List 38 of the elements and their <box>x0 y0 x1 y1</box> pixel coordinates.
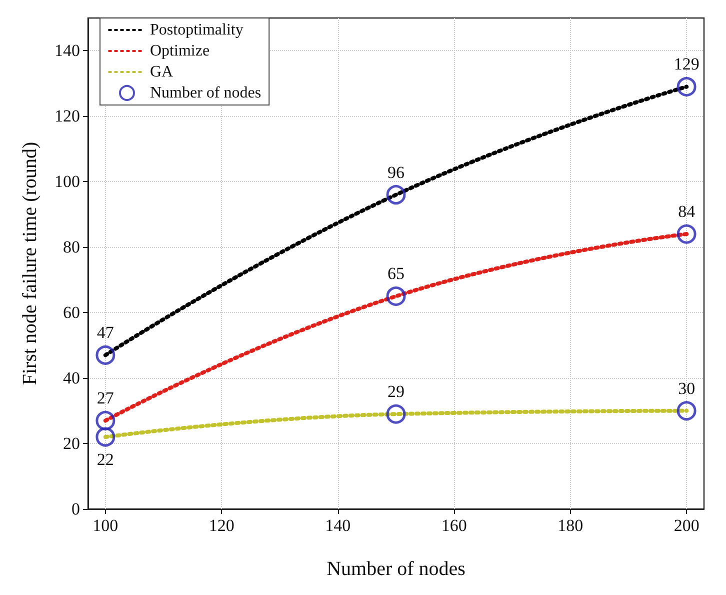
data-label: 84 <box>678 202 696 222</box>
data-label: 29 <box>388 382 404 402</box>
data-label: 30 <box>678 378 696 398</box>
data-label: 129 <box>674 54 700 74</box>
point <box>386 404 406 424</box>
y-tick-label: 120 <box>54 106 80 126</box>
data-label: 65 <box>388 264 404 284</box>
y-tick-label: 100 <box>54 172 80 192</box>
y-tick-label: 0 <box>72 500 80 518</box>
data-label: 96 <box>388 162 404 182</box>
x-tick-label: 120 <box>208 516 234 535</box>
y-tick-label: 20 <box>63 434 80 454</box>
point <box>96 427 116 447</box>
point <box>676 224 696 244</box>
x-tick-label: 200 <box>674 516 700 535</box>
y-tick-label: 40 <box>63 368 80 388</box>
x-tick-label: 160 <box>441 516 467 535</box>
point <box>96 410 116 430</box>
point <box>96 345 116 365</box>
data-label: 27 <box>96 388 114 408</box>
data-label: 47 <box>96 323 114 342</box>
y-tick-label: 80 <box>63 238 80 257</box>
legend-label: Optimize <box>150 42 210 60</box>
x-tick-label: 100 <box>92 516 118 535</box>
legend-label: GA <box>150 64 174 80</box>
x-axis-title: Number of nodes <box>326 558 466 580</box>
data-label: 22 <box>96 450 114 469</box>
legend-label: Postoptimality <box>150 22 244 38</box>
point <box>676 76 696 96</box>
point <box>676 401 696 421</box>
point <box>386 286 406 306</box>
y-axis-title: First node failure time (round) <box>19 142 41 386</box>
y-tick-label: 140 <box>54 41 80 60</box>
point <box>386 185 406 205</box>
x-tick-label: 180 <box>558 516 584 535</box>
y-tick-label: 60 <box>63 303 80 322</box>
legend-label: Number of nodes <box>150 84 262 102</box>
x-tick-label: 140 <box>325 516 351 535</box>
